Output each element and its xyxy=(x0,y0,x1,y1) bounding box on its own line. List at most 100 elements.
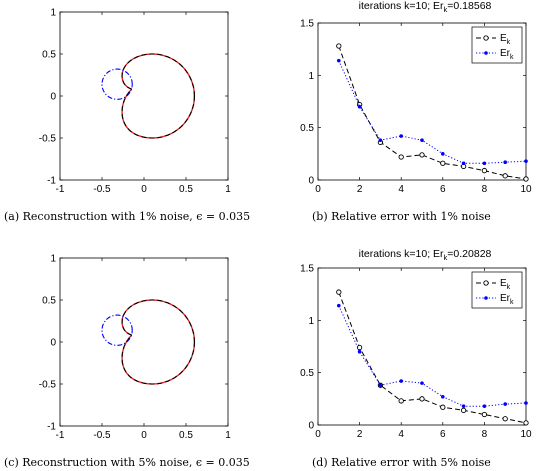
initial-curve xyxy=(101,68,133,100)
y-tick-label: 1 xyxy=(50,254,56,265)
panel-c-caption: (c) Reconstruction with 5% noise, ϵ = 0.… xyxy=(4,456,250,469)
x-tick-label: 2 xyxy=(357,184,363,195)
panel-d-title-sub: k xyxy=(444,253,448,262)
panel-a-ticks: -1 -0.5 0 0.5 1 -1 -0.5 0 0.5 1 xyxy=(39,8,231,196)
legend-label: Ek xyxy=(500,278,511,291)
y-tick-label: 1 xyxy=(308,316,314,327)
data-point xyxy=(419,396,425,402)
x-tick-label: 6 xyxy=(440,429,446,440)
panel-a-caption: (a) Reconstruction with 1% noise, ϵ = 0.… xyxy=(4,210,250,223)
x-tick-label: 0 xyxy=(315,184,321,195)
panel-a: -1 -0.5 0 0.5 1 -1 -0.5 0 0.5 1 (a) Reconstructio… xyxy=(4,8,250,224)
panel-b-legend: Ek Erk xyxy=(471,26,523,64)
data-point xyxy=(502,173,508,179)
data-point xyxy=(336,43,342,49)
series-line-1 xyxy=(338,305,527,407)
data-point xyxy=(482,161,487,166)
data-point xyxy=(399,134,404,138)
x-tick-label: 8 xyxy=(482,184,488,195)
x-tick-label: -1 xyxy=(56,430,65,441)
x-tick-label: 4 xyxy=(398,429,404,440)
y-tick-label: 0 xyxy=(50,92,56,103)
panel-c-ticks: -1 -0.5 0 0.5 1 -1 -0.5 0 0.5 1 xyxy=(39,254,231,442)
reconstruction-curve xyxy=(121,53,195,139)
legend-marker xyxy=(483,35,489,41)
exact-curve xyxy=(121,299,196,385)
data-point xyxy=(523,420,529,426)
data-point xyxy=(337,303,341,308)
y-tick-label: -1 xyxy=(47,176,56,187)
x-tick-label: 6 xyxy=(440,184,446,195)
y-tick-label: 0.5 xyxy=(42,296,56,307)
x-tick-label: 4 xyxy=(398,184,404,195)
panel-a-curves xyxy=(101,53,196,139)
data-point xyxy=(482,404,487,408)
panel-d-title-main: iterations k=10; Er xyxy=(359,248,444,260)
legend-label: Erk xyxy=(500,48,514,61)
y-tick-label: 1.5 xyxy=(300,264,314,275)
data-point xyxy=(440,404,446,410)
y-tick-label: -0.5 xyxy=(39,380,57,391)
x-tick-label: 1 xyxy=(225,430,231,441)
y-tick-label: 0 xyxy=(50,338,56,349)
panel-a-axes-box xyxy=(59,11,229,181)
exact-curve xyxy=(121,53,196,139)
panel-b-title-value: =0.18568 xyxy=(447,0,491,12)
data-point xyxy=(378,383,383,388)
data-point xyxy=(503,402,508,406)
data-point xyxy=(440,160,446,166)
x-tick-label: 0 xyxy=(141,430,147,441)
data-point xyxy=(357,104,362,109)
panel-c-curves xyxy=(101,299,196,385)
legend-marker xyxy=(484,51,488,55)
data-point xyxy=(336,289,342,295)
data-point xyxy=(337,58,341,63)
panel-c: -1 -0.5 0 0.5 1 -1 -0.5 0 0.5 1 (c) Reconstructio… xyxy=(4,254,250,470)
panel-d-title: iterations k=10; Erk=0.20828 xyxy=(359,248,492,262)
panel-b-axes-box xyxy=(317,22,527,181)
y-tick-label: 1.5 xyxy=(300,19,314,30)
panel-b-title-sub: k xyxy=(444,5,448,14)
x-tick-label: 0 xyxy=(141,184,147,195)
y-tick-label: 1 xyxy=(50,8,56,19)
y-tick-label: 0.5 xyxy=(300,368,314,379)
data-point xyxy=(399,379,404,383)
y-tick-label: -0.5 xyxy=(39,134,57,145)
data-point xyxy=(398,154,404,160)
data-point xyxy=(481,411,488,418)
data-point xyxy=(441,152,445,156)
panel-d-ticks: 0 2 4 6 8 10 0 0.5 1 1.5 xyxy=(300,264,532,441)
x-tick-label: 2 xyxy=(357,429,363,440)
x-tick-label: -0.5 xyxy=(93,184,111,195)
legend-label: Ek xyxy=(500,33,511,46)
panel-b: iterations k=10; Erk=0.18568 0 2 4 6 8 10 0 0.5… xyxy=(300,0,532,223)
data-point xyxy=(460,407,467,413)
y-tick-label: 0 xyxy=(308,421,314,432)
panel-b-title: iterations k=10; Erk=0.18568 xyxy=(359,0,492,14)
x-tick-label: 10 xyxy=(520,429,532,440)
data-point xyxy=(503,160,508,165)
legend-marker xyxy=(483,280,489,286)
legend-box xyxy=(471,271,523,309)
initial-curve xyxy=(101,314,133,346)
panel-d-series xyxy=(336,289,529,426)
data-point xyxy=(398,398,404,404)
data-point xyxy=(461,161,466,166)
x-tick-label: 0 xyxy=(315,429,321,440)
y-tick-label: 0.5 xyxy=(42,50,56,61)
x-tick-label: 1 xyxy=(225,184,231,195)
data-point xyxy=(481,167,488,174)
y-tick-label: 0.5 xyxy=(300,123,314,134)
x-tick-label: 8 xyxy=(482,429,488,440)
series-line-1 xyxy=(338,60,527,164)
data-point xyxy=(523,176,529,182)
panel-d-title-value: =0.20828 xyxy=(447,248,491,260)
data-point xyxy=(378,138,383,143)
data-point xyxy=(420,138,424,143)
legend-marker xyxy=(484,296,488,300)
series-line-0 xyxy=(338,45,527,180)
x-tick-label: -0.5 xyxy=(93,430,111,441)
panel-d: iterations k=10; Erk=0.20828 0 2 4 6 8 10 0 0.5… xyxy=(300,248,532,469)
x-tick-label: 0.5 xyxy=(179,184,193,195)
